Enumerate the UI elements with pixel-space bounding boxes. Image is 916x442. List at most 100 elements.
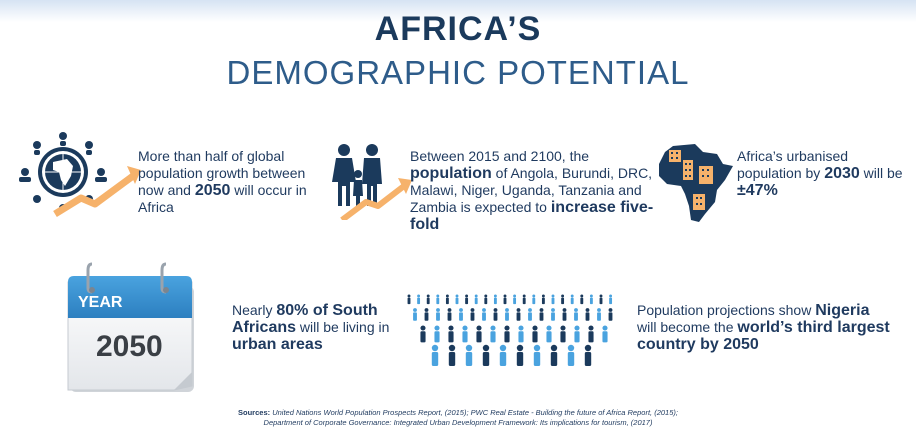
fact-nigeria-text-a: Population projections show xyxy=(637,302,816,318)
sources-line-1: United Nations World Population Prospect… xyxy=(270,408,678,417)
crowd-person-icon xyxy=(528,308,532,321)
globe-people-icon xyxy=(15,128,155,225)
fact-urbanised-text-a: Africa’s urbanised population by xyxy=(737,148,849,181)
calendar-label: YEAR xyxy=(78,294,123,311)
crowd-person-icon xyxy=(482,344,490,366)
fact-global-growth-text-c: will occur in Africa xyxy=(138,182,307,215)
crowd-person-icon xyxy=(585,308,590,321)
crowd-person-icon xyxy=(551,294,555,305)
calendar-icon xyxy=(62,262,202,402)
crowd-person-icon xyxy=(533,344,541,366)
fact-sa-text-a: Nearly xyxy=(232,302,277,318)
crowd-person-icon xyxy=(532,294,536,305)
crowd-person-icon xyxy=(436,294,440,305)
crowd-person-icon xyxy=(546,325,552,343)
crowd-person-icon xyxy=(436,308,440,321)
crowd-person-icon xyxy=(505,308,509,321)
fact-nigeria-country: Nigeria xyxy=(815,302,870,319)
calendar-year: 2050 xyxy=(96,330,163,363)
fact-urbanised: Africa’s urbanised population by 2030 wi… xyxy=(737,148,907,199)
fact-fivefold-increase: increase five-fold xyxy=(410,199,654,233)
crowd-person-icon xyxy=(522,294,526,305)
crowd-person-icon xyxy=(431,344,439,366)
crowd-person-icon xyxy=(518,325,524,343)
crowd-person-icon xyxy=(465,294,469,305)
crowd-person-icon xyxy=(470,308,475,321)
fact-global-growth-text-a: More than half of global population grow… xyxy=(138,148,306,198)
crowd-person-icon xyxy=(588,325,594,343)
crowd-person-icon xyxy=(465,344,473,366)
fact-urbanised-year: 2030 xyxy=(824,165,860,182)
crowd-person-icon xyxy=(562,308,567,321)
crowd-person-icon xyxy=(560,325,566,343)
crowd-person-icon xyxy=(589,294,593,305)
crowd-person-icon xyxy=(550,344,558,366)
fact-fivefold-population: population xyxy=(410,165,492,182)
crowd-person-icon xyxy=(539,308,544,321)
crowd-person-icon xyxy=(434,325,440,343)
fact-south-africa-urban: Nearly 80% of South Africans will be liv… xyxy=(232,302,392,353)
crowd-person-icon xyxy=(574,325,580,343)
crowd-person-icon xyxy=(570,294,574,305)
fact-urbanised-text-c: will be xyxy=(859,165,903,181)
crowd-person-icon xyxy=(541,294,545,305)
crowd-person-icon xyxy=(551,308,555,321)
crowd-person-icon xyxy=(609,294,613,305)
crowd-person-icon xyxy=(426,294,430,305)
fact-sa-urban-areas: urban areas xyxy=(232,336,323,353)
crowd-person-icon xyxy=(504,325,510,343)
crowd-person-icon xyxy=(474,294,478,305)
crowd-person-icon xyxy=(584,344,592,366)
crowd-person-icon xyxy=(580,294,584,305)
crowd-person-icon xyxy=(482,308,486,321)
crowd-person-icon xyxy=(455,294,459,305)
crowd-person-icon xyxy=(459,308,463,321)
crowd-person-icon xyxy=(462,325,468,343)
crowd-person-icon xyxy=(447,308,452,321)
fact-nigeria: Population projections show Nigeria will… xyxy=(637,302,892,353)
fact-fivefold-text-a: Between 2015 and 2100, the xyxy=(410,148,590,164)
crowd-person-icon xyxy=(608,308,613,321)
crowd-person-icon xyxy=(499,344,507,366)
crowd-person-icon xyxy=(417,294,421,305)
crowd-person-icon xyxy=(513,294,517,305)
crowd-person-icon xyxy=(493,308,498,321)
crowd-person-icon xyxy=(561,294,565,305)
crowd-person-icon xyxy=(448,325,454,343)
family-growth-icon xyxy=(330,140,415,225)
crowd-person-icon xyxy=(599,294,603,305)
page-title: AFRICA’S xyxy=(374,10,542,48)
crowd-person-icon xyxy=(516,344,524,366)
header-background xyxy=(0,0,916,22)
fact-sa-percent: 80% of South Africans xyxy=(232,302,378,336)
crowd-person-icon xyxy=(516,308,521,321)
crowd-person-icon xyxy=(532,325,538,343)
fact-global-growth: More than half of global population grow… xyxy=(138,148,328,216)
fact-sa-text-c: will be living in xyxy=(296,319,390,335)
crowd-person-icon xyxy=(567,344,575,366)
sources-label: Sources: xyxy=(238,408,271,417)
crowd-person-icon xyxy=(602,325,608,343)
crowd-person-icon xyxy=(424,308,429,321)
fact-population-fivefold: Between 2015 and 2100, the population of… xyxy=(410,148,655,233)
crowd-person-icon xyxy=(493,294,497,305)
fact-urbanised-percent: ±47% xyxy=(737,182,778,199)
sources-footnote: Sources: United Nations World Population… xyxy=(0,408,916,428)
page-subtitle: DEMOGRAPHIC POTENTIAL xyxy=(226,54,690,91)
crowd-person-icon xyxy=(413,308,417,321)
crowd-person-icon xyxy=(420,325,426,343)
crowd-person-icon xyxy=(448,344,456,366)
crowd-person-icon xyxy=(484,294,488,305)
crowd-person-icon xyxy=(574,308,578,321)
crowd-person-icon xyxy=(407,294,411,305)
crowd-person-icon xyxy=(503,294,507,305)
fact-global-growth-year: 2050 xyxy=(194,182,231,199)
fact-nigeria-text-c: will become the xyxy=(637,319,738,335)
fact-nigeria-third-largest: world’s third largest country by 2050 xyxy=(637,319,890,353)
africa-map-icon xyxy=(655,142,735,229)
crowd-person-icon xyxy=(445,294,449,305)
crowd-people-icon xyxy=(405,290,625,377)
crowd-person-icon xyxy=(476,325,482,343)
sources-line-2: Department of Corporate Governance: Inte… xyxy=(263,418,653,427)
crowd-person-icon xyxy=(597,308,601,321)
